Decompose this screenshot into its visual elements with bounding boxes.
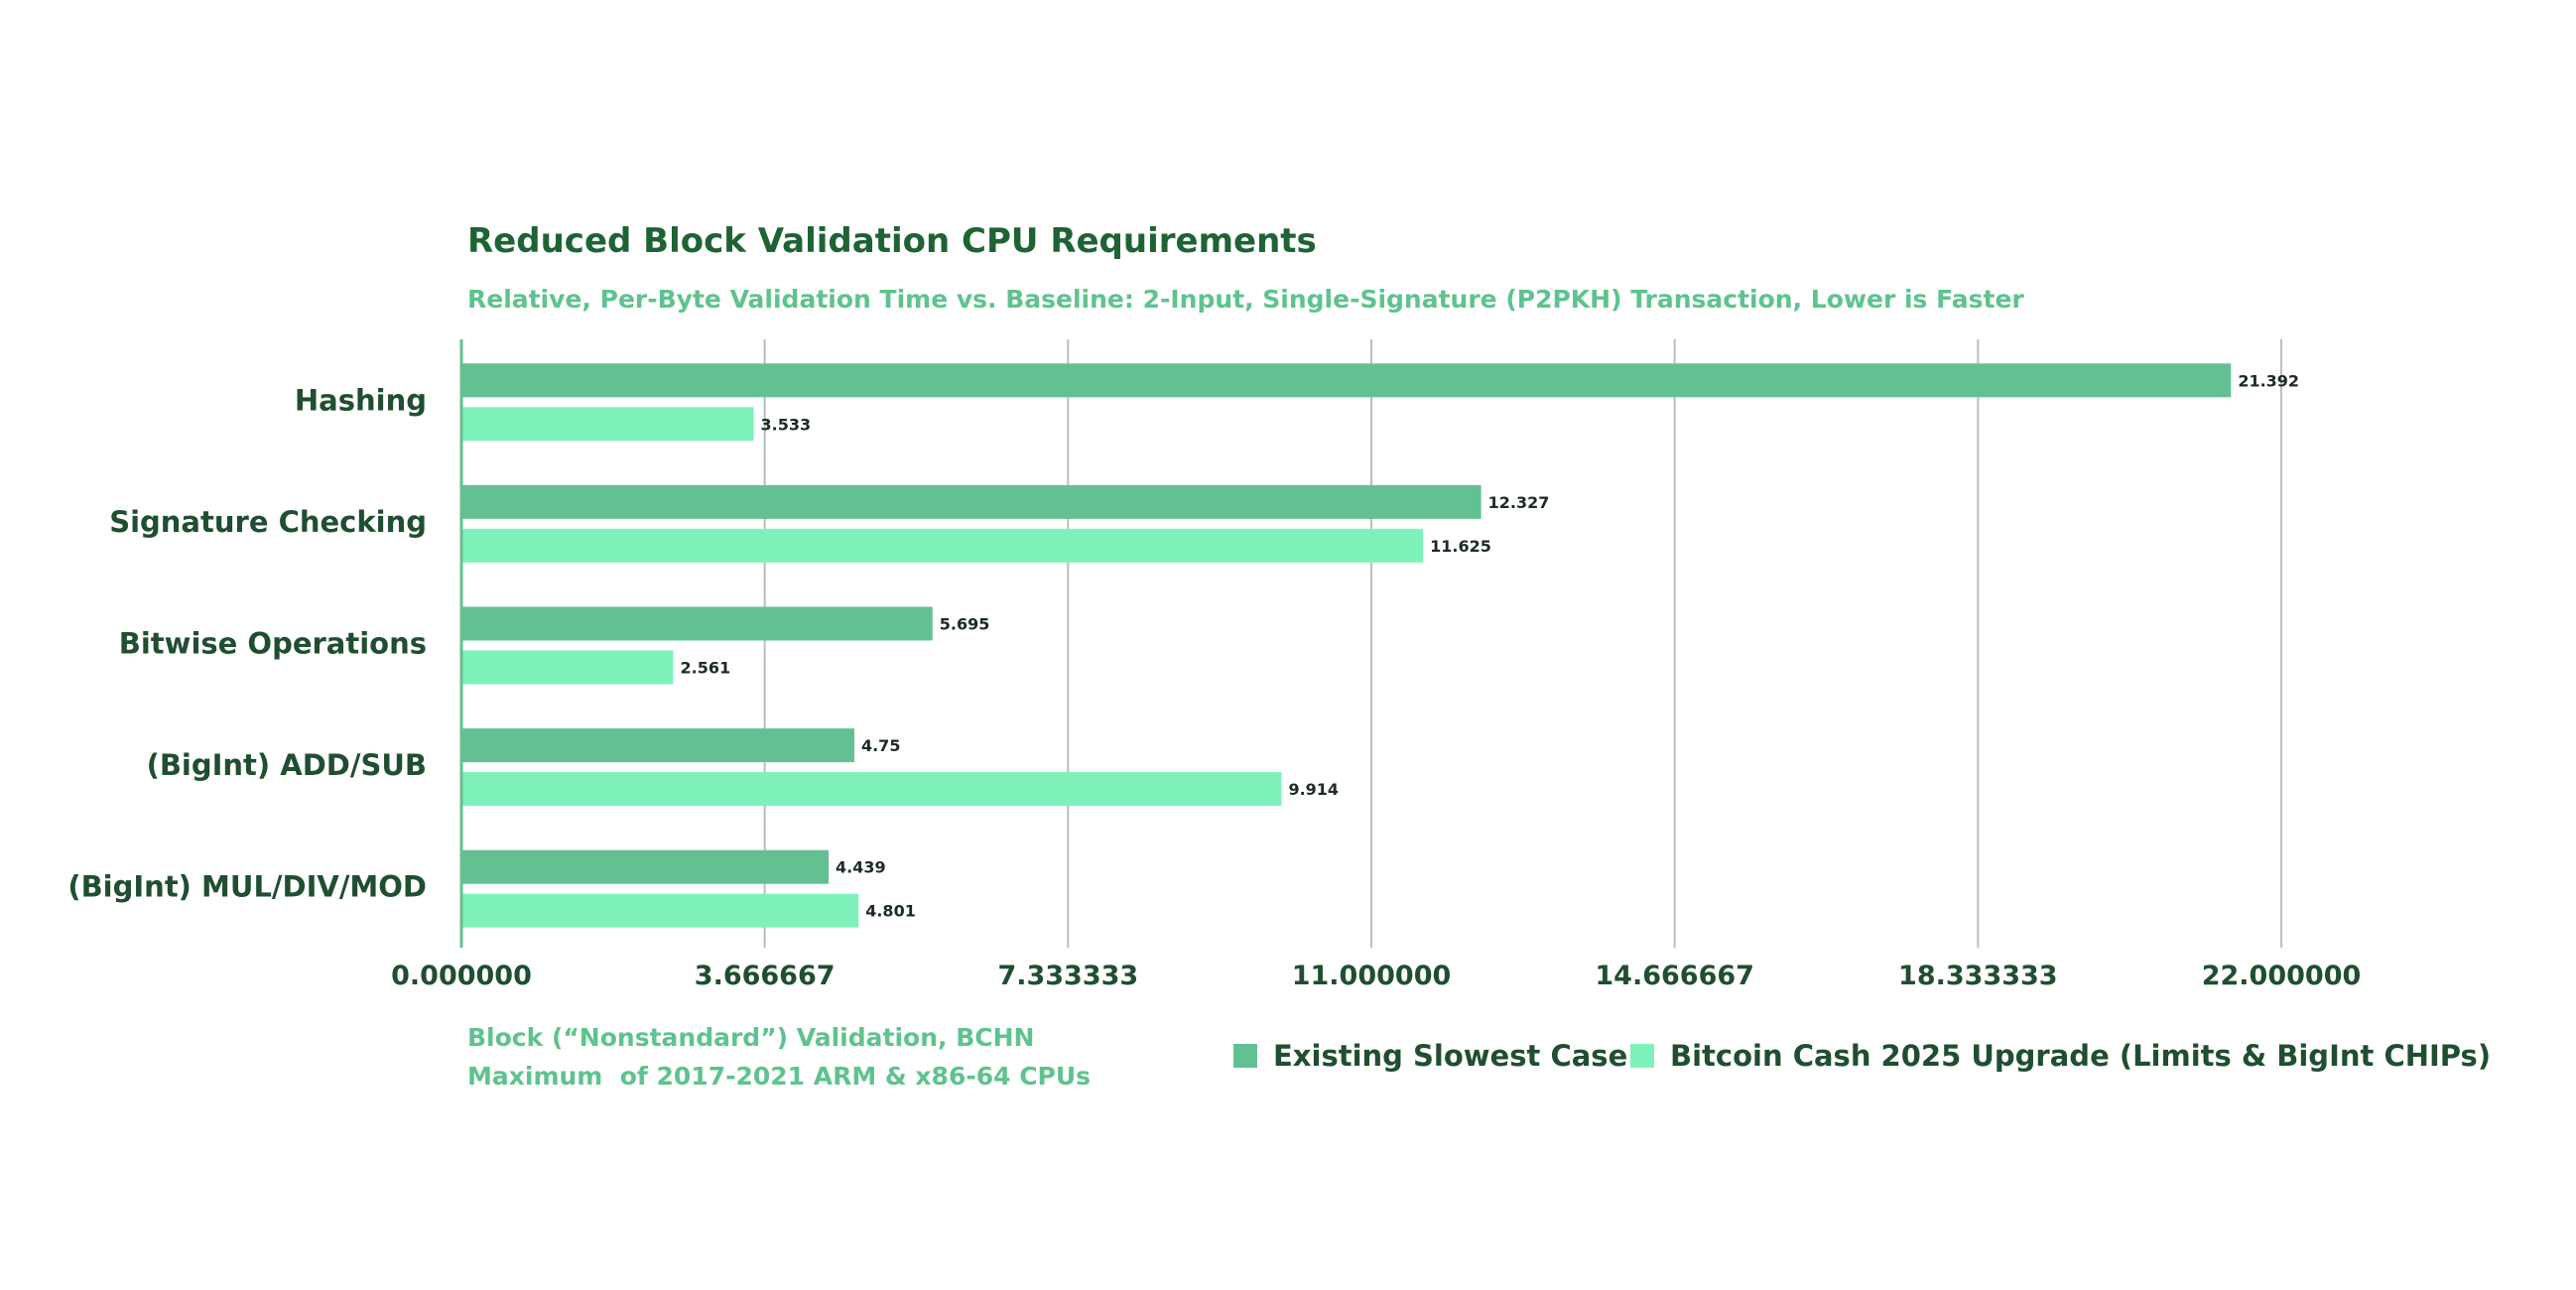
labels: 0.000000 3.666667 7.333333 11.000000 14.6666… bbox=[67, 371, 2361, 991]
chart-subtitle: Relative, Per-Byte Validation Time vs. B… bbox=[467, 285, 2024, 314]
legend-swatch-1 bbox=[1630, 1044, 1654, 1068]
x-tick-label-1: 3.666667 bbox=[695, 961, 836, 991]
x-tick-label-3: 11.000000 bbox=[1292, 961, 1452, 991]
x-tick-label-0: 0.000000 bbox=[391, 961, 532, 991]
x-tick-label-4: 14.666667 bbox=[1595, 961, 1754, 991]
data-label-s0-c3: 4.75 bbox=[861, 736, 900, 755]
legend-label-0: Existing Slowest Case bbox=[1273, 1039, 1627, 1073]
gridlines bbox=[763, 339, 2282, 948]
chart-title: Reduced Block Validation CPU Requirement… bbox=[467, 221, 1317, 261]
data-label-s1-c1: 11.625 bbox=[1430, 537, 1491, 556]
category-label-1: Signature Checking bbox=[109, 505, 427, 539]
x-tick-label-6: 22.000000 bbox=[2202, 961, 2362, 991]
data-label-s0-c1: 12.327 bbox=[1488, 493, 1550, 512]
x-tick-label-2: 7.333333 bbox=[997, 961, 1138, 991]
category-label-3: (BigInt) ADD/SUB bbox=[147, 748, 427, 782]
bar-s1-c2 bbox=[461, 650, 674, 685]
bar-s0-c4 bbox=[461, 849, 830, 884]
data-label-s0-c0: 21.392 bbox=[2238, 371, 2299, 390]
bar-s1-c1 bbox=[461, 528, 1424, 563]
data-label-s1-c3: 9.914 bbox=[1288, 780, 1339, 799]
legend-label-1: Bitcoin Cash 2025 Upgrade (Limits & BigI… bbox=[1670, 1039, 2491, 1073]
bar-s1-c4 bbox=[461, 893, 859, 928]
category-label-0: Hashing bbox=[295, 383, 427, 417]
data-label-s1-c0: 3.533 bbox=[761, 415, 812, 434]
bar-s1-c0 bbox=[461, 407, 754, 442]
data-label-s0-c4: 4.439 bbox=[836, 858, 886, 877]
data-label-s1-c4: 4.801 bbox=[865, 902, 916, 921]
legend-swatch-0 bbox=[1233, 1044, 1257, 1068]
data-label-s1-c2: 2.561 bbox=[680, 659, 730, 678]
bar-s1-c3 bbox=[461, 772, 1282, 807]
bar-s0-c2 bbox=[461, 606, 933, 641]
category-label-2: Bitwise Operations bbox=[119, 627, 427, 661]
x-tick-label-5: 18.333333 bbox=[1898, 961, 2058, 991]
data-label-s0-c2: 5.695 bbox=[940, 615, 990, 634]
bar-s0-c0 bbox=[461, 363, 2232, 398]
category-label-4: (BigInt) MUL/DIV/MOD bbox=[67, 870, 427, 904]
bar-s0-c1 bbox=[461, 484, 1481, 519]
footnote-line-2: Maximum of 2017-2021 ARM & x86-64 CPUs bbox=[467, 1062, 1091, 1091]
footnote-line-1: Block (“Nonstandard”) Validation, BCHN bbox=[467, 1023, 1034, 1052]
bars bbox=[461, 363, 2232, 928]
legend: Existing Slowest Case Bitcoin Cash 2025 U… bbox=[1233, 1039, 2491, 1073]
bar-s0-c3 bbox=[461, 728, 854, 763]
